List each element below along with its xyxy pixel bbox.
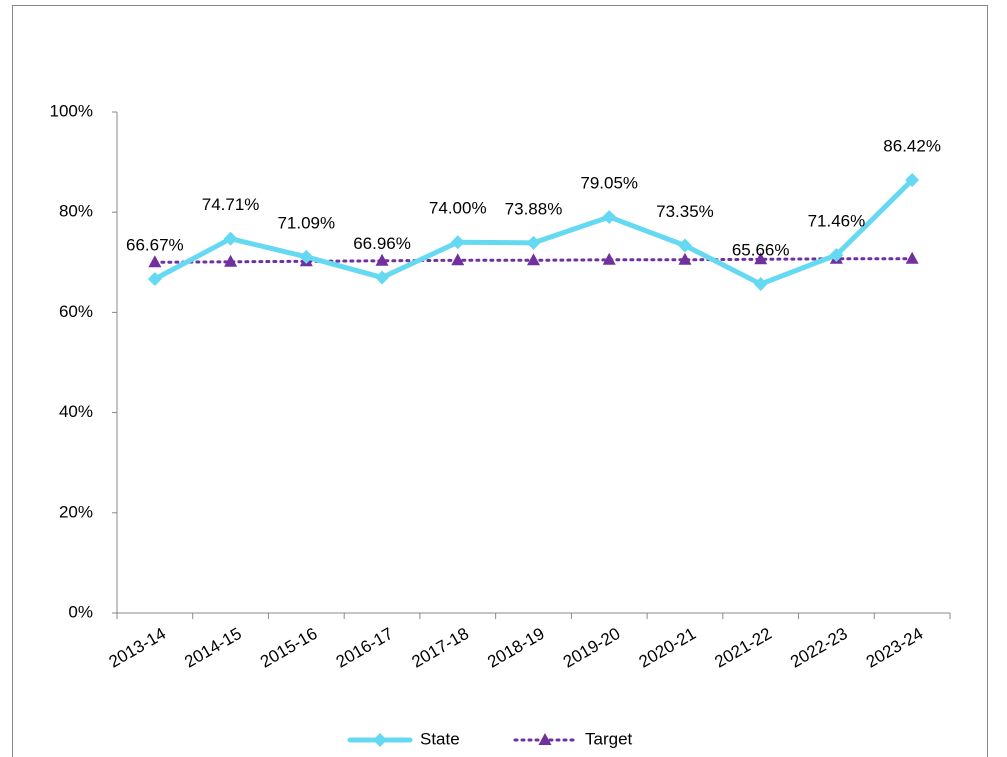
point-marker (450, 235, 465, 250)
data-label: 86.42% (883, 137, 941, 156)
y-tick-label: 100% (50, 101, 93, 120)
point-marker (754, 252, 768, 265)
point-marker (753, 277, 768, 292)
data-label: 74.71% (202, 195, 260, 214)
point-marker (602, 209, 617, 224)
legend-label: Target (585, 729, 633, 748)
y-tick-label: 20% (59, 502, 93, 521)
data-label: 73.35% (656, 202, 714, 221)
point-marker (602, 252, 616, 265)
legend-marker (373, 733, 387, 747)
point-marker (905, 251, 919, 264)
legend-marker (538, 733, 552, 745)
point-marker (223, 231, 238, 246)
data-label: 79.05% (580, 173, 638, 192)
data-label: 71.09% (277, 213, 335, 232)
data-label: 66.67% (126, 235, 184, 254)
point-marker (147, 271, 162, 286)
point-marker (678, 252, 692, 265)
y-tick-label: 60% (59, 302, 93, 321)
point-marker (451, 253, 465, 266)
point-marker (299, 249, 314, 264)
chart-border (12, 5, 988, 757)
data-label: 73.88% (505, 199, 563, 218)
y-tick-label: 0% (68, 602, 93, 621)
data-label: 66.96% (353, 234, 411, 253)
point-marker (527, 253, 540, 266)
data-label: 74.00% (429, 199, 487, 218)
point-marker (224, 254, 238, 267)
point-marker (905, 173, 920, 188)
y-tick-label: 40% (59, 402, 93, 421)
point-marker (677, 238, 692, 253)
point-marker (375, 253, 389, 266)
legend-label: State (420, 729, 460, 748)
data-label: 71.46% (808, 211, 866, 230)
point-marker (375, 270, 390, 285)
point-marker (829, 247, 844, 262)
point-marker (526, 235, 541, 250)
y-tick-label: 80% (59, 202, 93, 221)
data-label: 65.66% (732, 241, 790, 260)
point-marker (148, 255, 162, 268)
